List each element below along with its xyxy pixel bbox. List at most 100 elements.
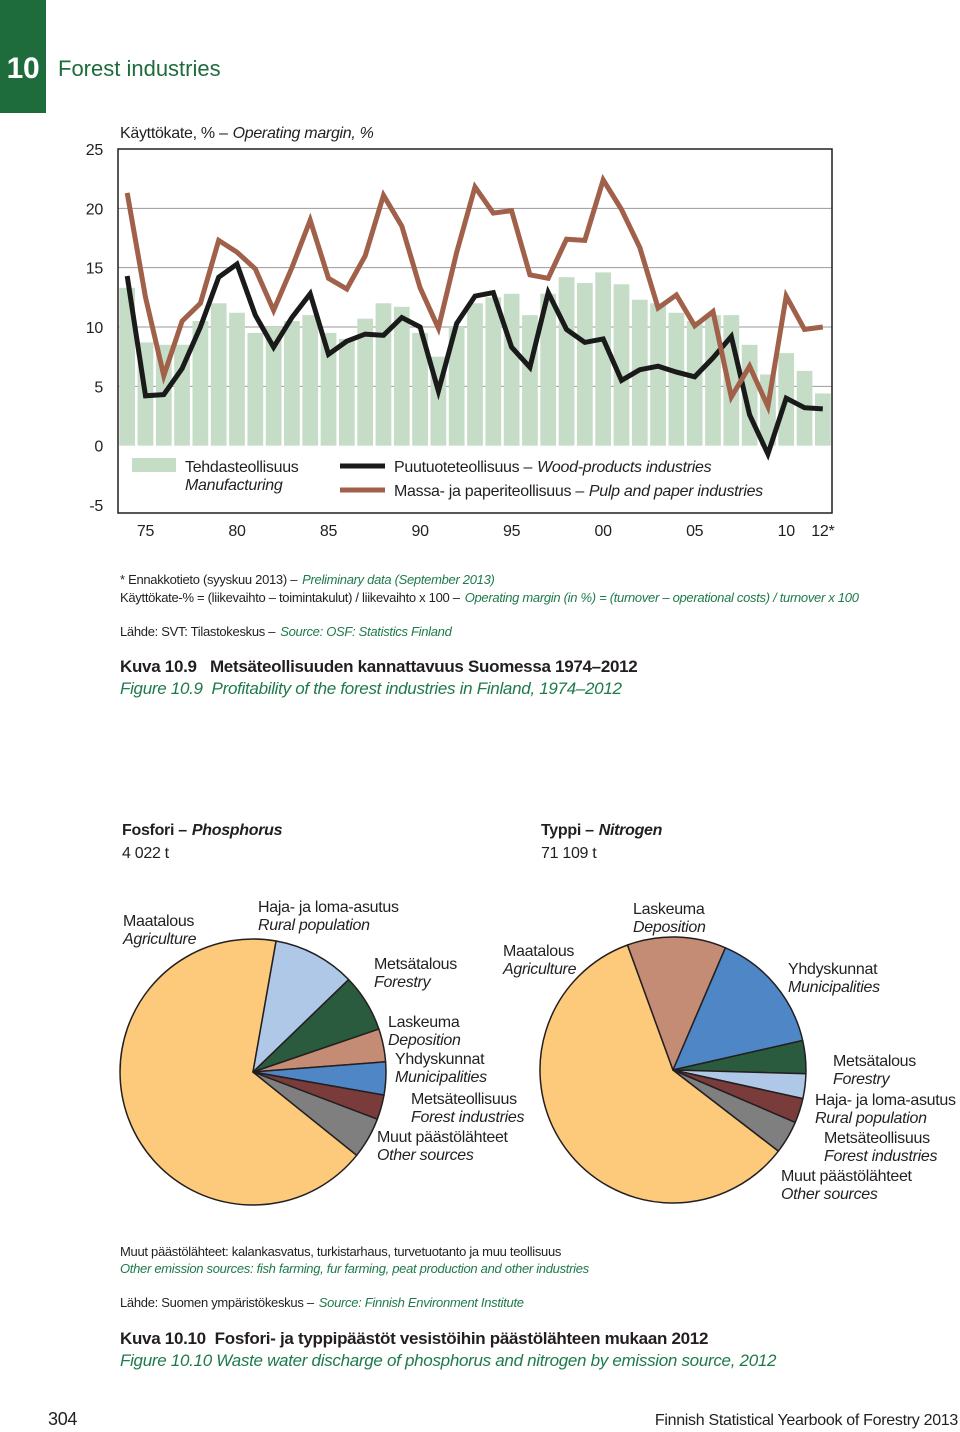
legend-label: Manufacturing [185, 477, 283, 494]
y-tick-label: 5 [94, 379, 103, 396]
bar [613, 284, 630, 446]
slice-label-en: Other sources [781, 1186, 878, 1203]
bar [485, 297, 502, 446]
pie-slice [672, 947, 804, 1071]
slice-label: Metsätalous [374, 956, 457, 973]
note-en: Other emission sources: fish farming, fu… [120, 1261, 590, 1276]
legend-label-part: Massa- ja paperiteollisuus – [394, 483, 584, 500]
note: Lähde: SVT: Tilastokeskus – Source: OSF: … [120, 624, 453, 639]
bar [686, 321, 703, 446]
note-part: Lähde: SVT: Tilastokeskus – [120, 624, 276, 639]
y-tick-label: 25 [86, 142, 104, 159]
legend-label: Puutuoteteollisuus – Wood-products indust… [394, 459, 712, 476]
x-tick-label: 85 [320, 523, 338, 540]
slice-label: Laskeuma [633, 901, 705, 918]
y-tick-label: 20 [86, 201, 104, 218]
bar [558, 277, 575, 446]
slice-label-en: Rural population [258, 917, 370, 934]
x-tick-label: 12* [811, 523, 834, 540]
y-axis-title: Käyttökate, % – Operating margin, % [120, 125, 374, 142]
bar [393, 306, 410, 446]
y-tick-label: -5 [89, 498, 103, 515]
slice-label: Metsätalous [833, 1053, 916, 1070]
figure-caption-en: Figure 10.9 Profitability of the forest … [120, 679, 622, 698]
figure-caption-en: Figure 10.10 Waste water discharge of ph… [120, 1351, 777, 1370]
line-series [124, 260, 823, 461]
x-tick-label: 95 [503, 523, 521, 540]
y-tick-label: 15 [86, 261, 104, 278]
pie-title-part: Nitrogen [599, 822, 663, 839]
slice-label-en: Forest industries [411, 1109, 524, 1126]
x-tick-label: 75 [137, 523, 155, 540]
source-part: Lähde: Suomen ympäristökeskus – [120, 1295, 315, 1310]
bar [503, 293, 520, 446]
note-part: Käyttökate-% = (liikevaihto – toimintaku… [120, 590, 461, 605]
slice-label: Laskeuma [388, 1014, 460, 1031]
pie-total: 4 022 t [122, 845, 170, 862]
bar [320, 332, 337, 446]
pie-total: 71 109 t [541, 845, 597, 862]
x-tick-label: 80 [228, 523, 246, 540]
slice-label-en: Forest industries [824, 1148, 937, 1165]
slice-label: Maatalous [123, 913, 194, 930]
plot-frame [117, 148, 833, 514]
note: Käyttökate-% = (liikevaihto – toimintaku… [120, 590, 860, 605]
bar [448, 327, 465, 446]
slice-label: Muut päästölähteet [377, 1129, 509, 1146]
note-part: * Ennakkotieto (syyskuu 2013) – [120, 572, 298, 587]
figure-caption: Kuva 10.9 Metsäteollisuuden kannattavuus… [120, 657, 637, 676]
x-tick-label: 10 [778, 523, 796, 540]
bar [467, 303, 483, 446]
slice-label-en: Municipalities [395, 1069, 487, 1086]
slice-label: Yhdyskunnat [788, 961, 878, 978]
slice-label: Yhdyskunnat [395, 1051, 485, 1068]
bar [247, 332, 264, 446]
chapter-title: Forest industries [58, 56, 221, 81]
note-part: Preliminary data (September 2013) [302, 572, 494, 587]
book-title: Finnish Statistical Yearbook of Forestry… [655, 1412, 959, 1429]
y-axis-title-part: Käyttökate, % – [120, 125, 228, 142]
slice-label: Metsäteollisuus [411, 1091, 517, 1108]
pie-slice [626, 936, 727, 1071]
legend-swatch [132, 458, 176, 472]
legend-label-part: Wood-products industries [537, 459, 712, 476]
pie-title: Typpi – Nitrogen [541, 822, 663, 839]
pie-title-part: Typpi – [541, 822, 594, 839]
slice-label-en: Forestry [374, 974, 432, 991]
slice-label-en: Deposition [388, 1032, 461, 1049]
bar [265, 327, 282, 446]
note: * Ennakkotieto (syyskuu 2013) – Prelimina… [120, 572, 495, 587]
bar [229, 312, 245, 446]
pie-slice [539, 944, 780, 1204]
note-part: Source: OSF: Statistics Finland [280, 624, 452, 639]
chapter-box [0, 0, 46, 113]
bar [705, 315, 721, 446]
bar [192, 321, 209, 446]
page-number: 304 [48, 1409, 77, 1429]
note-part: Operating margin (in %) = (turnover – op… [465, 590, 860, 605]
note: Muut päästölähteet: kalankasvatus, turki… [120, 1244, 562, 1259]
bar [576, 283, 593, 446]
bar [210, 303, 227, 446]
pie-title: Fosfori – Phosphorus [122, 822, 283, 839]
legend-label: Tehdasteollisuus [185, 459, 299, 476]
bar [302, 315, 319, 446]
slice-label-en: Agriculture [502, 961, 577, 978]
pie-title-part: Fosfori – [122, 822, 187, 839]
x-tick-label: 90 [411, 523, 429, 540]
bar [814, 393, 831, 446]
slice-label-en: Forestry [833, 1071, 891, 1088]
bar [540, 293, 557, 446]
bar [650, 303, 666, 446]
slice-label: Haja- ja loma-asutus [815, 1092, 956, 1109]
source: Lähde: Suomen ympäristökeskus – Source: F… [120, 1295, 524, 1310]
line-series [124, 173, 824, 416]
y-tick-label: 0 [94, 439, 103, 456]
slice-label: Haja- ja loma-asutus [258, 899, 399, 916]
figure-caption: Kuva 10.10 Fosfori- ja typpipäästöt vesi… [120, 1329, 708, 1348]
x-tick-label: 05 [686, 523, 704, 540]
x-tick-label: 00 [595, 523, 613, 540]
pie-title-part: Phosphorus [192, 822, 283, 839]
slice-label-en: Deposition [633, 919, 706, 936]
